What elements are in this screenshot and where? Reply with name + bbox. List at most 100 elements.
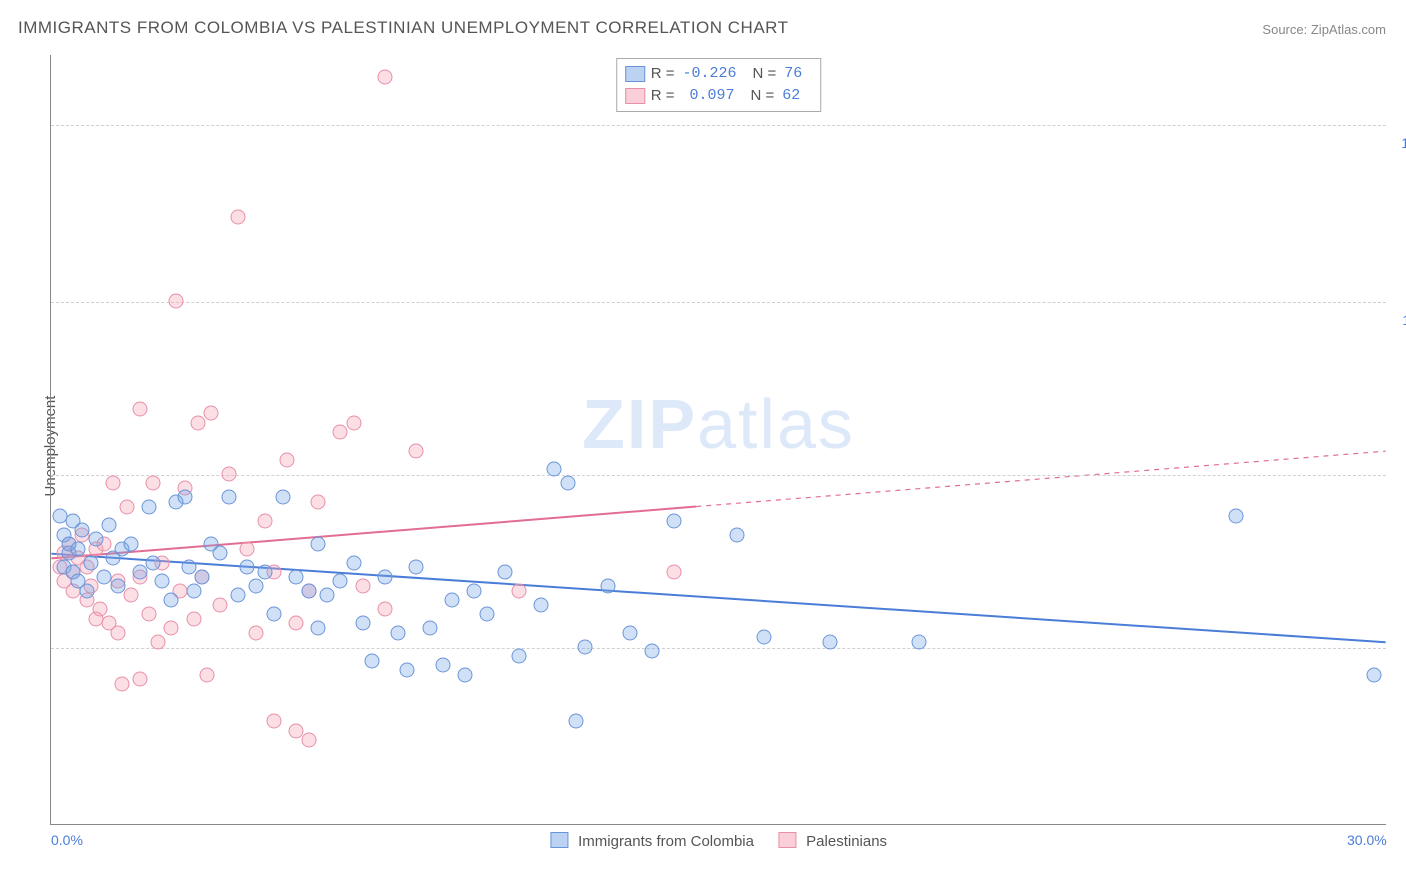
- data-point: [364, 653, 379, 668]
- data-point: [756, 630, 771, 645]
- x-tick-label: 0.0%: [51, 832, 83, 848]
- y-tick-label: 15.0%: [1391, 135, 1406, 151]
- data-point: [511, 649, 526, 664]
- data-point: [729, 527, 744, 542]
- data-point: [119, 499, 134, 514]
- data-point: [186, 583, 201, 598]
- data-point: [110, 579, 125, 594]
- legend-swatch-blue-2: [550, 832, 568, 848]
- data-point: [823, 635, 838, 650]
- data-point: [667, 565, 682, 580]
- chart-plot-area: ZIPatlas R = -0.226 N = 76 R = 0.097 N =…: [50, 55, 1386, 825]
- legend-pink-n: 62: [780, 85, 810, 107]
- data-point: [222, 467, 237, 482]
- data-point: [409, 560, 424, 575]
- data-point: [391, 625, 406, 640]
- legend-r-label-2: R =: [651, 85, 675, 107]
- data-point: [467, 583, 482, 598]
- legend-swatch-pink-2: [778, 832, 796, 848]
- data-point: [498, 565, 513, 580]
- data-point: [511, 583, 526, 598]
- legend-row-pink: R = 0.097 N = 62: [625, 85, 813, 107]
- y-tick-label: 7.5%: [1391, 485, 1406, 501]
- legend-n-label: N =: [753, 63, 777, 85]
- legend-label-blue: Immigrants from Colombia: [578, 833, 754, 850]
- data-point: [88, 532, 103, 547]
- data-point: [190, 415, 205, 430]
- data-point: [141, 499, 156, 514]
- data-point: [231, 588, 246, 603]
- gridline: [51, 302, 1386, 303]
- data-point: [355, 579, 370, 594]
- data-point: [146, 476, 161, 491]
- data-point: [600, 579, 615, 594]
- series-legend: Immigrants from Colombia Palestinians: [550, 832, 887, 850]
- data-point: [101, 518, 116, 533]
- data-point: [409, 443, 424, 458]
- data-point: [667, 513, 682, 528]
- data-point: [213, 597, 228, 612]
- data-point: [168, 294, 183, 309]
- data-point: [622, 625, 637, 640]
- watermark: ZIPatlas: [582, 384, 855, 464]
- data-point: [266, 607, 281, 622]
- data-point: [288, 569, 303, 584]
- data-point: [213, 546, 228, 561]
- data-point: [110, 625, 125, 640]
- data-point: [378, 70, 393, 85]
- legend-blue-n: 76: [782, 63, 812, 85]
- data-point: [912, 635, 927, 650]
- correlation-legend: R = -0.226 N = 76 R = 0.097 N = 62: [616, 58, 822, 112]
- chart-title: IMMIGRANTS FROM COLOMBIA VS PALESTINIAN …: [18, 18, 789, 38]
- source-label: Source:: [1262, 22, 1307, 37]
- trend-lines-svg: [51, 55, 1386, 824]
- data-point: [133, 401, 148, 416]
- legend-item-blue: Immigrants from Colombia: [550, 832, 754, 850]
- data-point: [177, 490, 192, 505]
- data-point: [257, 513, 272, 528]
- data-point: [422, 621, 437, 636]
- data-point: [195, 569, 210, 584]
- data-point: [320, 588, 335, 603]
- watermark-zip: ZIP: [582, 385, 697, 463]
- data-point: [79, 583, 94, 598]
- data-point: [115, 677, 130, 692]
- data-point: [400, 663, 415, 678]
- data-point: [92, 602, 107, 617]
- y-tick-label: 3.8%: [1391, 658, 1406, 674]
- data-point: [444, 593, 459, 608]
- data-point: [288, 723, 303, 738]
- data-point: [547, 462, 562, 477]
- legend-pink-r: 0.097: [680, 85, 744, 107]
- data-point: [75, 523, 90, 538]
- data-point: [275, 490, 290, 505]
- data-point: [355, 616, 370, 631]
- data-point: [124, 588, 139, 603]
- source-attribution: Source: ZipAtlas.com: [1262, 22, 1386, 37]
- data-point: [182, 560, 197, 575]
- data-point: [302, 733, 317, 748]
- watermark-atlas: atlas: [697, 385, 855, 463]
- source-link[interactable]: ZipAtlas.com: [1311, 22, 1386, 37]
- data-point: [186, 611, 201, 626]
- gridline: [51, 125, 1386, 126]
- data-point: [164, 621, 179, 636]
- data-point: [578, 639, 593, 654]
- data-point: [378, 602, 393, 617]
- data-point: [84, 555, 99, 570]
- data-point: [222, 490, 237, 505]
- data-point: [146, 555, 161, 570]
- data-point: [288, 616, 303, 631]
- data-point: [1366, 667, 1381, 682]
- data-point: [560, 476, 575, 491]
- x-tick-label: 30.0%: [1347, 832, 1387, 848]
- data-point: [333, 425, 348, 440]
- data-point: [311, 537, 326, 552]
- data-point: [302, 583, 317, 598]
- data-point: [141, 607, 156, 622]
- legend-n-label-2: N =: [751, 85, 775, 107]
- data-point: [569, 714, 584, 729]
- data-point: [239, 541, 254, 556]
- data-point: [150, 635, 165, 650]
- legend-swatch-blue: [625, 66, 645, 82]
